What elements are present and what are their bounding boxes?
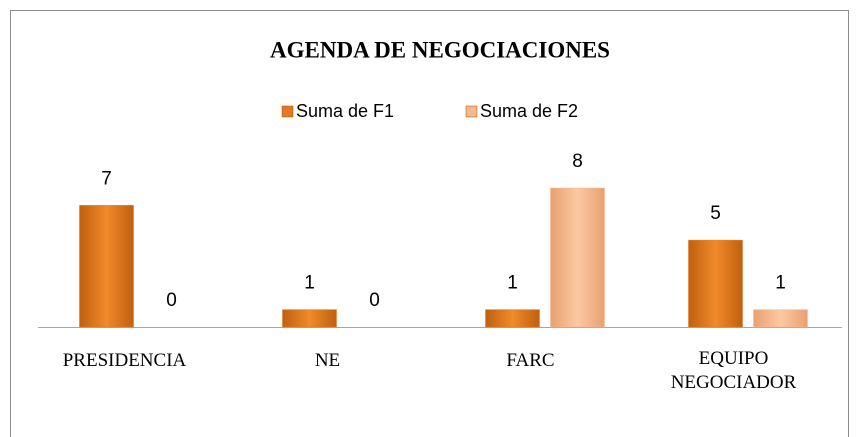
data-label: 0: [369, 290, 380, 311]
legend-swatch: [281, 105, 294, 118]
data-label: 8: [572, 151, 583, 172]
bar: [282, 309, 337, 328]
x-tick-label: EQUIPO NEGOCIADOR: [670, 348, 797, 393]
bar: [485, 309, 540, 328]
bar: [79, 205, 134, 328]
x-tick-label: PRESIDENCIA: [62, 350, 187, 371]
x-tick-label: NE: [314, 350, 341, 371]
data-label: 1: [775, 273, 786, 294]
legend-label: Suma de F1: [296, 101, 394, 121]
legend-label: Suma de F2: [480, 101, 578, 121]
data-label: 5: [710, 203, 721, 224]
chart-border: [10, 10, 849, 437]
bar: [688, 239, 743, 328]
data-label: 1: [507, 273, 518, 294]
bar: [753, 309, 808, 328]
x-tick-label: FARC: [506, 350, 555, 371]
bar: [550, 187, 605, 328]
data-label: 0: [166, 290, 177, 311]
legend-swatch: [465, 105, 478, 118]
data-label: 1: [304, 273, 315, 294]
data-label: 7: [101, 168, 112, 189]
chart-title: AGENDA DE NEGOCIACIONES: [270, 37, 610, 62]
